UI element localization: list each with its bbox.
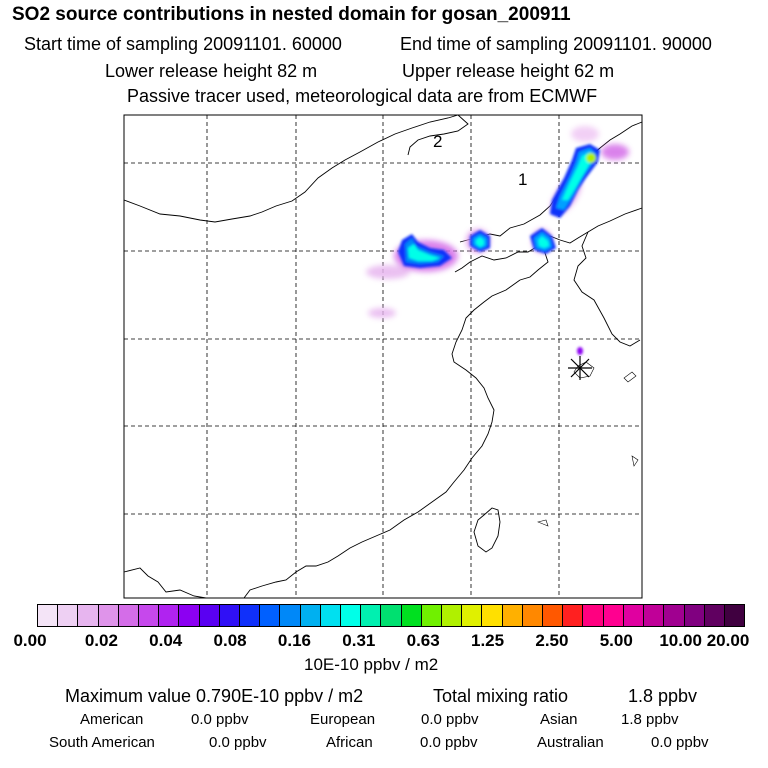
region-value: 0.0 ppbv (191, 711, 249, 728)
colorbar-segment (139, 605, 160, 626)
region-name: American (80, 711, 144, 728)
colorbar-segment (199, 605, 220, 626)
colorbar-segment (361, 605, 382, 626)
start-time: Start time of sampling 20091101. 60000 (24, 34, 342, 54)
colorbar-unit: 10E-10 ppbv / m2 (304, 655, 439, 674)
colorbar-tick-label: 0.08 (213, 631, 247, 650)
region-name: Australian (537, 734, 604, 751)
colorbar-segment (684, 605, 705, 626)
colorbar-segment (58, 605, 79, 626)
colorbar-segment (179, 605, 200, 626)
colorbar-segment (583, 605, 604, 626)
asterisk-receptor-icon (568, 356, 592, 380)
lower-release-height: Lower release height 82 m (105, 61, 318, 81)
colorbar-tick-label: 5.00 (599, 631, 633, 650)
colorbar-segment (38, 605, 59, 626)
region-value: 0.0 ppbv (209, 734, 267, 751)
region-value: 0.0 ppbv (651, 734, 709, 751)
colorbar-segment (724, 605, 745, 626)
colorbar-tick-label: 0.04 (149, 631, 183, 650)
region-name: Asian (540, 711, 578, 728)
total-mixing-value: 1.8 ppbv (628, 686, 698, 706)
colorbar-segment (300, 605, 321, 626)
colorbar-segment (704, 605, 725, 626)
colorbar-segment (623, 605, 645, 626)
colorbar-segment (482, 605, 503, 626)
colorbar-segment (462, 605, 483, 626)
colorbar-tick-label: 0.00 (13, 631, 47, 650)
colorbar-tick-label: 2.50 (535, 631, 569, 650)
colorbar-segment (421, 605, 443, 626)
colorbar-segment (98, 605, 119, 626)
end-time: End time of sampling 20091101. 90000 (400, 34, 712, 54)
colorbar-segment (260, 605, 281, 626)
region-value: 0.0 ppbv (421, 711, 479, 728)
total-mixing-label: Total mixing ratio (433, 686, 569, 706)
colorbar-segment (522, 605, 544, 626)
upper-release-height: Upper release height 62 m (402, 61, 615, 81)
colorbar-tick-label: 0.31 (342, 631, 376, 650)
colorbar-tick-label: 0.63 (406, 631, 440, 650)
maximum-value: Maximum value 0.790E-10 ppbv / m2 (65, 686, 364, 706)
colorbar-segment (159, 605, 180, 626)
region-name: African (326, 734, 373, 751)
colorbar-segment (401, 605, 422, 626)
region-value: 0.0 ppbv (420, 734, 478, 751)
colorbar-tick-label: 0.16 (277, 631, 311, 650)
map-label-1: 1 (518, 170, 527, 189)
map-label-2: 2 (433, 132, 442, 151)
colorbar-segment (219, 605, 241, 626)
colorbar-tick-label: 10.00 (659, 631, 702, 650)
colorbar-segment (78, 605, 99, 626)
colorbar-segment (603, 605, 624, 626)
colorbar-segment (280, 605, 301, 626)
page-title: SO2 source contributions in nested domai… (12, 4, 571, 25)
colorbar-segment (118, 605, 140, 626)
colorbar-segment (320, 605, 342, 626)
region-name: European (310, 711, 376, 728)
colorbar-segment (442, 605, 463, 626)
colorbar-tick-label: 20.00 (706, 631, 750, 650)
colorbar-segment (381, 605, 402, 626)
colorbar-segment (664, 605, 685, 626)
colorbar-segment (240, 605, 261, 626)
concentration-field (366, 126, 629, 355)
colorbar-segment (563, 605, 584, 626)
colorbar (37, 604, 745, 627)
region-name: South American (49, 734, 155, 751)
colorbar-segment (644, 605, 665, 626)
colorbar-segment (341, 605, 362, 626)
region-value: 1.8 ppbv (621, 711, 679, 728)
colorbar-tick-label: 1.25 (470, 631, 505, 650)
colorbar-tick-label: 0.02 (84, 631, 118, 650)
colorbar-segment (502, 605, 523, 626)
tracer-note: Passive tracer used, meteorological data… (127, 86, 598, 106)
colorbar-segment (543, 605, 564, 626)
graticule (124, 115, 642, 598)
